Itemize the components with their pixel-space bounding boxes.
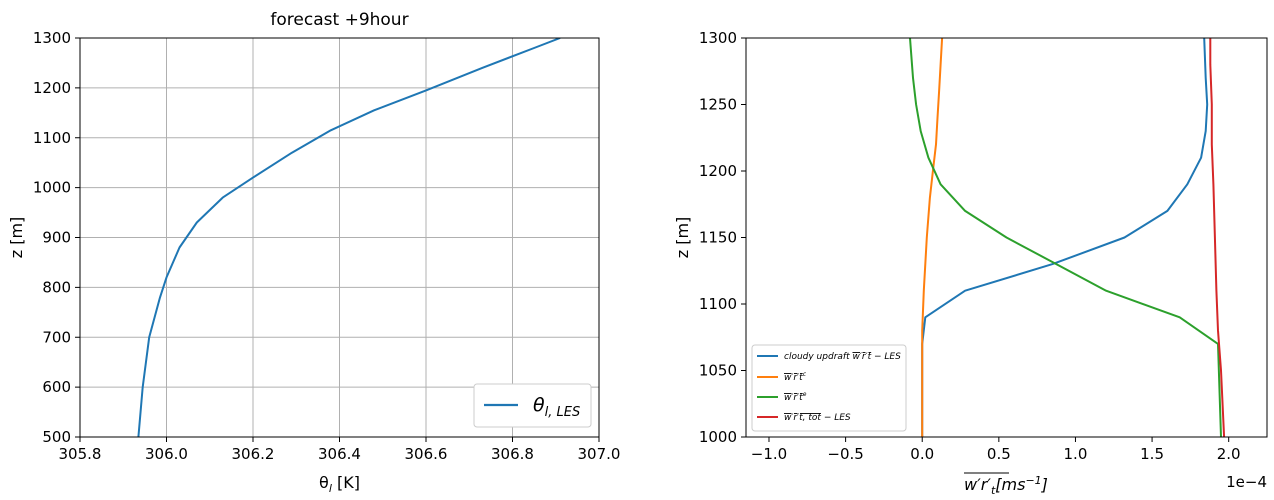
right-legend-item: w′r′te [757, 391, 807, 403]
right-series-line-2 [909, 38, 1222, 437]
right-x-tick-label: 1.0 [1064, 445, 1088, 463]
right-legend-item: w′r′t, tot − LES [757, 413, 851, 423]
left-y-tick-label: 800 [42, 278, 71, 296]
left-x-tick-label: 306.4 [318, 445, 361, 463]
left-legend: θl, LES [473, 383, 592, 428]
right-x-tick-label: 0.0 [910, 445, 934, 463]
right-legend-item: w′r′tc [757, 371, 807, 383]
right-chart: −1.0 −0.5 0.0 0.5 1.0 1.5 2.0 1000 1050 1100 1150 1… [673, 29, 1268, 497]
right-legend-label: w′r′te [784, 391, 807, 403]
right-x-tick-label: 2.0 [1217, 445, 1241, 463]
right-legend-label: w′r′tc [784, 371, 807, 383]
right-y-tick-label: 1100 [699, 295, 737, 313]
right-legend-item: cloudy updraft w′r′t − LES [757, 352, 901, 362]
left-y-tick-label: 900 [42, 229, 71, 247]
left-y-axis-label: z [m] [7, 217, 26, 259]
left-chart: forecast +9hour 305.8 306.0 306.2 306.4 306.… [7, 10, 620, 495]
right-y-axis-label: z [m] [673, 217, 692, 259]
right-y-tick-label: 1300 [699, 29, 737, 47]
left-x-tick-label: 306.2 [232, 445, 275, 463]
left-y-tick-label: 500 [42, 428, 71, 446]
right-y-tick-label: 1000 [699, 428, 737, 446]
left-y-tick-label: 1300 [33, 29, 71, 47]
left-x-tick-label: 306.8 [491, 445, 534, 463]
left-x-tick-label: 306.0 [145, 445, 188, 463]
right-x-scale-label: 1e−4 [1226, 473, 1267, 491]
right-y-tick-label: 1200 [699, 162, 737, 180]
right-y-tick-label: 1250 [699, 96, 737, 114]
left-series-line-0 [137, 38, 561, 437]
left-x-axis-label: θl [K] [319, 473, 360, 495]
left-y-tick-label: 1200 [33, 79, 71, 97]
right-y-tick-label: 1050 [699, 362, 737, 380]
left-chart-title: forecast +9hour [270, 10, 408, 30]
right-y-tick-label: 1150 [699, 229, 737, 247]
left-y-tick-label: 700 [42, 328, 71, 346]
right-x-tick-label: −0.5 [827, 445, 863, 463]
right-series-line-3 [1209, 38, 1226, 437]
right-series-line-1 [921, 38, 944, 437]
left-legend-box [473, 383, 592, 428]
left-y-tick-label: 600 [42, 378, 71, 396]
left-x-tick-label: 305.8 [59, 445, 102, 463]
left-x-tick-label: 307.0 [578, 445, 621, 463]
right-x-axis-label: w′r′t[ms−1] [964, 472, 1048, 497]
right-legend-label: w′r′t, tot − LES [784, 413, 851, 423]
right-legend: cloudy updraft w′r′t − LES w′r′tc w′r′te… [751, 344, 907, 432]
left-y-tick-label: 1000 [33, 179, 71, 197]
right-x-tick-label: 1.5 [1140, 445, 1164, 463]
right-x-tick-label: 0.5 [987, 445, 1011, 463]
right-x-tick-label: −1.0 [751, 445, 787, 463]
right-legend-box [751, 344, 907, 432]
right-series-line-0 [921, 38, 1209, 437]
right-x-axis-label-text: w′r′t[ms−1] [964, 474, 1048, 497]
left-x-tick-label: 306.6 [405, 445, 448, 463]
right-legend-label: cloudy updraft w′r′t − LES [784, 352, 901, 362]
left-y-tick-label: 1100 [33, 129, 71, 147]
